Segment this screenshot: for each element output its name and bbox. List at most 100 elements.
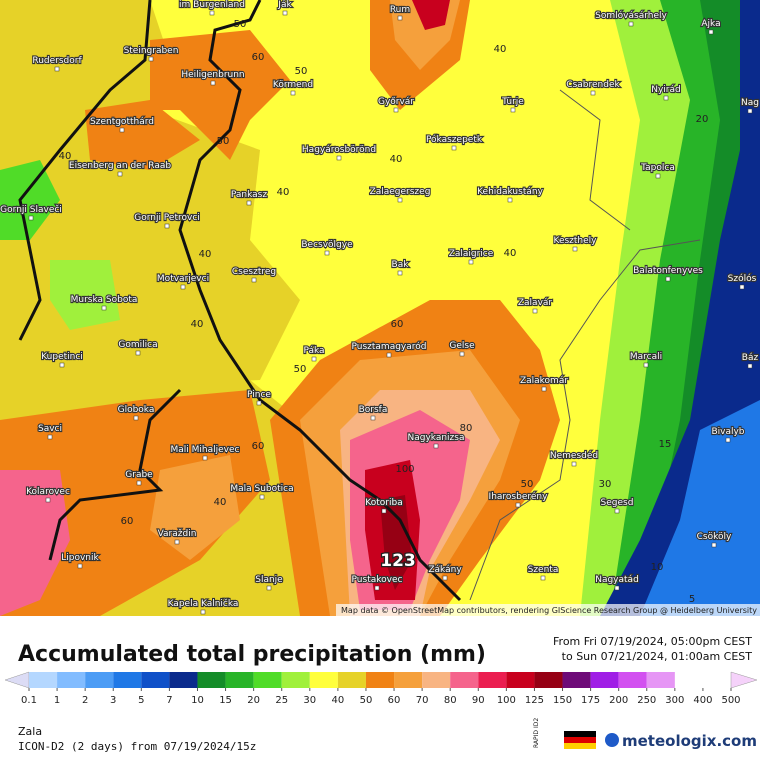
place-marker [614,585,620,591]
place-label: Segesd [601,498,634,508]
place-marker [643,362,649,368]
legend-tick-label: 1 [54,695,60,706]
legend-swatch [141,672,170,688]
place-marker [77,563,83,569]
place-label: Zalaigrice [449,249,494,259]
place-label: Balatonfenyves [633,266,703,276]
place-marker [572,246,578,252]
place-label: Tapolca [640,163,675,173]
place-marker [164,223,170,229]
legend-swatch [253,672,282,688]
legend-swatch [309,672,338,688]
legend-swatch [197,672,226,688]
place-label: Nag [741,98,759,108]
place-label: Pince [247,390,271,400]
place-label: Pustakovec [352,575,403,585]
legend-swatch [29,672,58,688]
attribution-bg [336,604,760,616]
place-marker [202,455,208,461]
place-label: Rum [390,5,410,15]
contour-label: 100 [395,464,414,475]
place-label: Nyirád [651,85,681,95]
legend-tick-label: 300 [665,695,684,706]
place-marker [711,542,717,548]
place-marker [101,305,107,311]
place-marker [515,502,521,508]
period-from: From Fri 07/19/2024, 05:00pm CEST [553,635,752,648]
legend-tick-label: 0.1 [21,695,37,706]
contour-label: 40 [199,249,212,260]
place-label: Türje [501,97,524,107]
legend-swatch [394,672,423,688]
place-label: Mala Subotica [230,484,293,494]
contour-label: 50 [295,66,308,77]
place-marker [148,56,154,62]
place-marker [209,10,215,16]
legend-tick-label: 5 [138,695,144,706]
place-marker [510,107,516,113]
attribution: Map data © OpenStreetMap contributors, r… [341,606,757,615]
place-label: Zalakomár [520,376,568,386]
place-marker [117,171,123,177]
contour-label: 40 [214,497,227,508]
legend-swatch [618,672,647,688]
legend-swatch [450,672,479,688]
place-label: Keszthely [553,236,597,246]
place-label: Borsfa [359,405,388,415]
place-label: Báz [742,353,759,363]
legend-arrow-right [730,671,758,689]
place-marker [210,80,216,86]
place-label: Kotoriba [365,498,402,508]
place-label: Gomilica [118,340,157,350]
place-label: Savci [38,424,62,434]
place-marker [290,90,296,96]
place-label: Ják [277,0,292,10]
legend-swatch [225,672,254,688]
place-label: Csököly [697,532,732,542]
legend-tick-label: 50 [360,695,373,706]
place-label: Zalavár [518,298,553,308]
place-label: Motvarjevci [157,274,209,284]
legend-swatch [365,672,395,688]
place-marker [665,276,671,282]
place-marker [628,21,634,27]
contour-label: 40 [390,154,403,165]
place-marker [246,200,252,206]
place-label: Varaždin [158,529,197,539]
place-label: Ajka [701,19,720,29]
place-label: Kehidakustány [477,187,543,197]
place-marker [256,400,262,406]
place-label: Grabe [125,470,153,480]
place-label: Lipovnik [61,553,99,563]
contour-label: 50 [217,136,230,147]
place-marker [28,215,34,221]
place-label: Körmend [273,80,313,90]
place-marker [459,351,465,357]
contour-label: 60 [252,441,265,452]
model-run: ICON-D2 (2 days) from 07/19/2024/15z [18,740,256,753]
place-marker [251,277,257,283]
place-marker [133,415,139,421]
legend-tick-label: 3 [110,695,116,706]
place-label: Becsvölgye [301,240,353,250]
place-label: Kupetinci [41,352,83,362]
place-marker [266,585,272,591]
contour-label: 15 [659,439,672,450]
place-marker [45,497,51,503]
badge: RAPID ID2 [533,718,540,748]
legend-tick-label: 90 [472,695,485,706]
legend-tick-label: 25 [275,695,288,706]
place-marker [59,362,65,368]
legend-tick-label: 150 [553,695,572,706]
contour-label: 40 [277,187,290,198]
brand: meteologix.com [622,732,757,750]
legend-tick-label: 200 [609,695,628,706]
legend-tick-label: 30 [303,695,316,706]
legend-tick-label: 400 [693,695,712,706]
place-marker [655,173,661,179]
place-marker [311,356,317,362]
place-label: Heiligenbrunn [181,70,244,80]
place-label: Steingraben [124,46,179,56]
place-marker [442,575,448,581]
map: im Burgenland Ják Rum Somlóvásárhely Ajka Ste… [0,0,760,616]
